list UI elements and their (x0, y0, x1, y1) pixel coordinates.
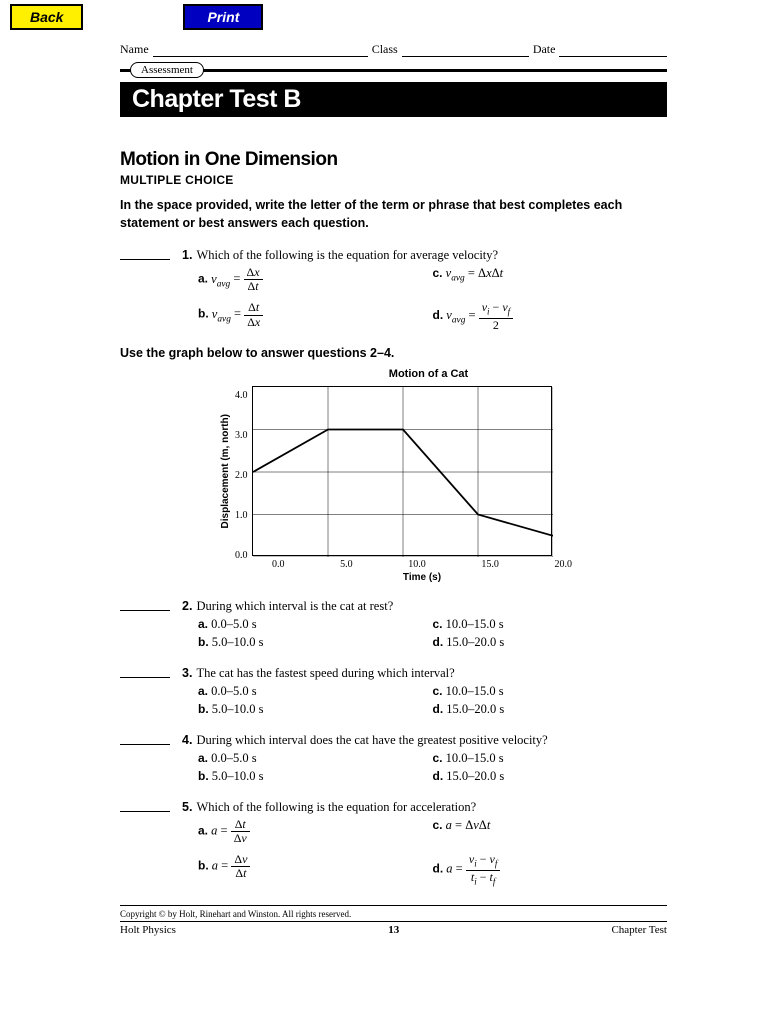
q2-a: a. 0.0–5.0 s (198, 617, 433, 632)
chart-ylabel: Displacement (m, north) (220, 414, 231, 528)
q1-choices: a. vavg = ΔxΔt c. vavg = ΔxΔt b. vavg = … (198, 266, 667, 332)
q5-a: a. a = ΔtΔv (198, 818, 433, 845)
date-label: Date (533, 42, 556, 57)
name-label: Name (120, 42, 149, 57)
print-button[interactable]: Print (183, 4, 263, 30)
q5-d: d. a = vi − vfti − tf (433, 853, 668, 887)
subheader: MULTIPLE CHOICE (120, 173, 667, 187)
top-buttons: Back Print (0, 0, 777, 34)
section-title: Motion in One Dimension (120, 149, 667, 171)
q2-choices: a. 0.0–5.0 s c. 10.0–15.0 s b. 5.0–10.0 … (198, 617, 667, 650)
q5-num: 5. (182, 800, 192, 814)
back-button[interactable]: Back (10, 4, 83, 30)
copyright: Copyright © by Holt, Rinehart and Winsto… (120, 909, 667, 919)
q4-num: 4. (182, 733, 192, 747)
question-2: 2. During which interval is the cat at r… (120, 597, 667, 650)
q1-d: d. vavg = vi − vf2 (433, 301, 668, 331)
class-label: Class (372, 42, 398, 57)
q4-d: d. 15.0–20.0 s (433, 769, 668, 784)
q2-num: 2. (182, 599, 192, 613)
assessment-rule: Assessment (120, 69, 667, 72)
assessment-badge: Assessment (130, 62, 204, 78)
q5-c: c. a = ΔvΔt (433, 818, 668, 845)
answer-blank[interactable] (120, 246, 170, 260)
answer-blank[interactable] (120, 798, 170, 812)
footer-left: Holt Physics (120, 924, 176, 936)
answer-blank[interactable] (120, 597, 170, 611)
chart-title: Motion of a Cat (190, 368, 667, 380)
q3-a: a. 0.0–5.0 s (198, 684, 433, 699)
q4-choices: a. 0.0–5.0 s c. 10.0–15.0 s b. 5.0–10.0 … (198, 751, 667, 784)
q1-a: a. vavg = ΔxΔt (198, 266, 433, 293)
q5-b: b. a = ΔvΔt (198, 853, 433, 887)
q3-b: b. 5.0–10.0 s (198, 702, 433, 717)
q2-b: b. 5.0–10.0 s (198, 635, 433, 650)
q1-text: Which of the following is the equation f… (196, 248, 498, 262)
q2-c: c. 10.0–15.0 s (433, 617, 668, 632)
name-blank[interactable] (153, 42, 368, 57)
footer-line: Holt Physics 13 Chapter Test (120, 921, 667, 936)
q2-text: During which interval is the cat at rest… (196, 599, 393, 613)
q1-b: b. vavg = ΔtΔx (198, 301, 433, 331)
q5-choices: a. a = ΔtΔv c. a = ΔvΔt b. a = ΔvΔt d. a… (198, 818, 667, 887)
chart-yticks: 4.0 3.0 2.0 1.0 0.0 (235, 386, 248, 556)
instructions: In the space provided, write the letter … (120, 197, 667, 232)
q3-num: 3. (182, 666, 192, 680)
page-number: 13 (388, 924, 399, 936)
page-content: Name Class Date Assessment Chapter Test … (0, 42, 777, 936)
answer-blank[interactable] (120, 731, 170, 745)
question-1: 1. Which of the following is the equatio… (120, 246, 667, 332)
question-5: 5. Which of the following is the equatio… (120, 798, 667, 887)
question-3: 3. The cat has the fastest speed during … (120, 664, 667, 717)
q1-num: 1. (182, 248, 192, 262)
q3-choices: a. 0.0–5.0 s c. 10.0–15.0 s b. 5.0–10.0 … (198, 684, 667, 717)
q1-c: c. vavg = ΔxΔt (433, 266, 668, 293)
chart: Displacement (m, north) 4.0 3.0 2.0 1.0 … (220, 386, 590, 583)
q4-text: During which interval does the cat have … (196, 733, 547, 747)
chapter-title: Chapter Test B (120, 82, 667, 117)
graph-instruction: Use the graph below to answer questions … (120, 346, 667, 360)
q3-d: d. 15.0–20.0 s (433, 702, 668, 717)
chart-xlabel: Time (s) (272, 572, 572, 583)
chart-plot (252, 386, 552, 556)
q2-d: d. 15.0–20.0 s (433, 635, 668, 650)
footer-right: Chapter Test (611, 924, 667, 936)
answer-blank[interactable] (120, 664, 170, 678)
q4-a: a. 0.0–5.0 s (198, 751, 433, 766)
question-4: 4. During which interval does the cat ha… (120, 731, 667, 784)
header-fields: Name Class Date (120, 42, 667, 57)
footer-rule (120, 905, 667, 906)
q3-c: c. 10.0–15.0 s (433, 684, 668, 699)
q4-b: b. 5.0–10.0 s (198, 769, 433, 784)
date-blank[interactable] (559, 42, 667, 57)
chart-xticks: 0.0 5.0 10.0 15.0 20.0 (272, 559, 572, 570)
q5-text: Which of the following is the equation f… (196, 800, 476, 814)
q3-text: The cat has the fastest speed during whi… (196, 666, 454, 680)
q4-c: c. 10.0–15.0 s (433, 751, 668, 766)
class-blank[interactable] (402, 42, 529, 57)
